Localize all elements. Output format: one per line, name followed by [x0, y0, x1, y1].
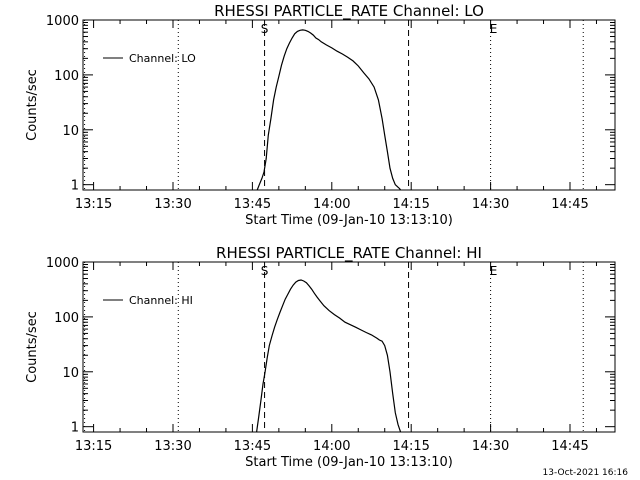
legend-label: Channel: HI — [129, 294, 193, 307]
x-tick-label: 13:45 — [234, 197, 271, 212]
x-tick-label: 14:30 — [472, 197, 509, 212]
x-tick-label: 14:30 — [472, 439, 509, 454]
x-axis-label: Start Time (09-Jan-10 13:13:10) — [245, 455, 453, 470]
y-tick-label: 1000 — [46, 14, 79, 29]
plot-frame — [82, 19, 616, 191]
x-tick-label: 13:30 — [154, 197, 191, 212]
marker-label-e: E — [490, 22, 498, 36]
y-tick-label: 100 — [54, 69, 79, 84]
x-tick-label: 13:45 — [234, 439, 271, 454]
chart-title: RHESSI PARTICLE_RATE Channel: HI — [216, 244, 482, 263]
y-tick-label: 1 — [71, 179, 79, 194]
series-line — [256, 279, 402, 433]
chart-title: RHESSI PARTICLE_RATE Channel: LO — [214, 2, 484, 21]
chart-panel-1: RHESSI PARTICLE_RATE Channel: LO 13:15 13:… — [25, 2, 616, 228]
x-tick-label: 14:00 — [313, 197, 350, 212]
x-tick-label: 13:15 — [75, 439, 112, 454]
y-tick-label: 1000 — [46, 256, 79, 271]
x-tick-label: 13:30 — [154, 439, 191, 454]
x-tick-label: 13:15 — [75, 197, 112, 212]
x-axis-label: Start Time (09-Jan-10 13:13:10) — [245, 213, 453, 228]
x-tick-label: 14:15 — [392, 197, 429, 212]
y-axis-label: Counts/sec — [25, 311, 40, 383]
y-tick-label: 1 — [71, 421, 79, 436]
x-tick-label: 14:15 — [392, 439, 429, 454]
y-tick-label: 10 — [62, 366, 79, 381]
series-line — [256, 29, 402, 191]
x-tick-label: 14:45 — [551, 197, 588, 212]
chart-panel-2: RHESSI PARTICLE_RATE Channel: HI 13:15 13:… — [25, 244, 616, 470]
marker-label-e: E — [490, 264, 498, 278]
timestamp-footer: 13-Oct-2021 16:16 — [542, 468, 628, 478]
plot-frame — [82, 261, 616, 433]
legend-label: Channel: LO — [129, 52, 196, 65]
x-tick-label: 14:00 — [313, 439, 350, 454]
y-tick-label: 10 — [62, 124, 79, 139]
marker-label-s: S — [261, 22, 269, 36]
y-axis-label: Counts/sec — [25, 69, 40, 141]
marker-label-s: S — [261, 264, 269, 278]
x-tick-label: 14:45 — [551, 439, 588, 454]
y-tick-label: 100 — [54, 311, 79, 326]
